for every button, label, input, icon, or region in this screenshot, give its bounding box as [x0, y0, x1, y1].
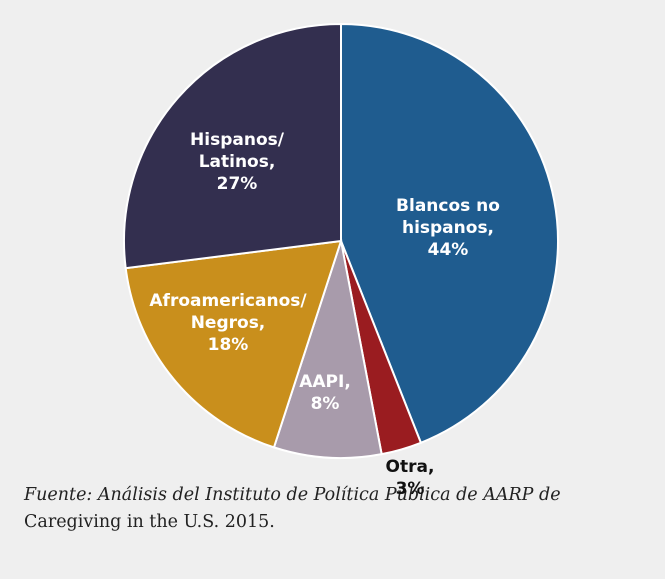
pie-slice — [124, 239, 343, 449]
slice-category: Blancos no hispanos, — [396, 196, 500, 238]
pie-slice — [123, 22, 342, 270]
slice-label: AAPI, 8% — [263, 371, 388, 415]
pie-slice — [340, 22, 559, 445]
pie-slice — [272, 240, 383, 459]
source-note: Fuente: Análisis del Instituto de Políti… — [24, 482, 644, 536]
slice-label: Otra, 3% — [348, 456, 473, 500]
slice-value: 3% — [395, 479, 425, 499]
slice-label: Hispanos/ Latinos, 27% — [175, 129, 300, 195]
slice-category: AAPI, — [299, 372, 351, 392]
slice-value: 18% — [207, 335, 249, 355]
source-italic: Fuente: Análisis del Instituto de Políti… — [24, 485, 561, 505]
slice-label: Afroamericanos/ Negros, 18% — [143, 290, 313, 356]
source-plain: Caregiving in the U.S. 2015. — [24, 512, 275, 532]
slice-value: 44% — [427, 240, 469, 260]
slice-label: Blancos no hispanos, 44% — [386, 195, 511, 261]
slice-category: Hispanos/ Latinos, — [190, 130, 284, 172]
slice-category: Otra, — [385, 457, 435, 477]
slice-value: 27% — [216, 174, 258, 194]
slice-category: Afroamericanos/ Negros, — [149, 291, 307, 333]
slice-value: 8% — [310, 394, 340, 414]
